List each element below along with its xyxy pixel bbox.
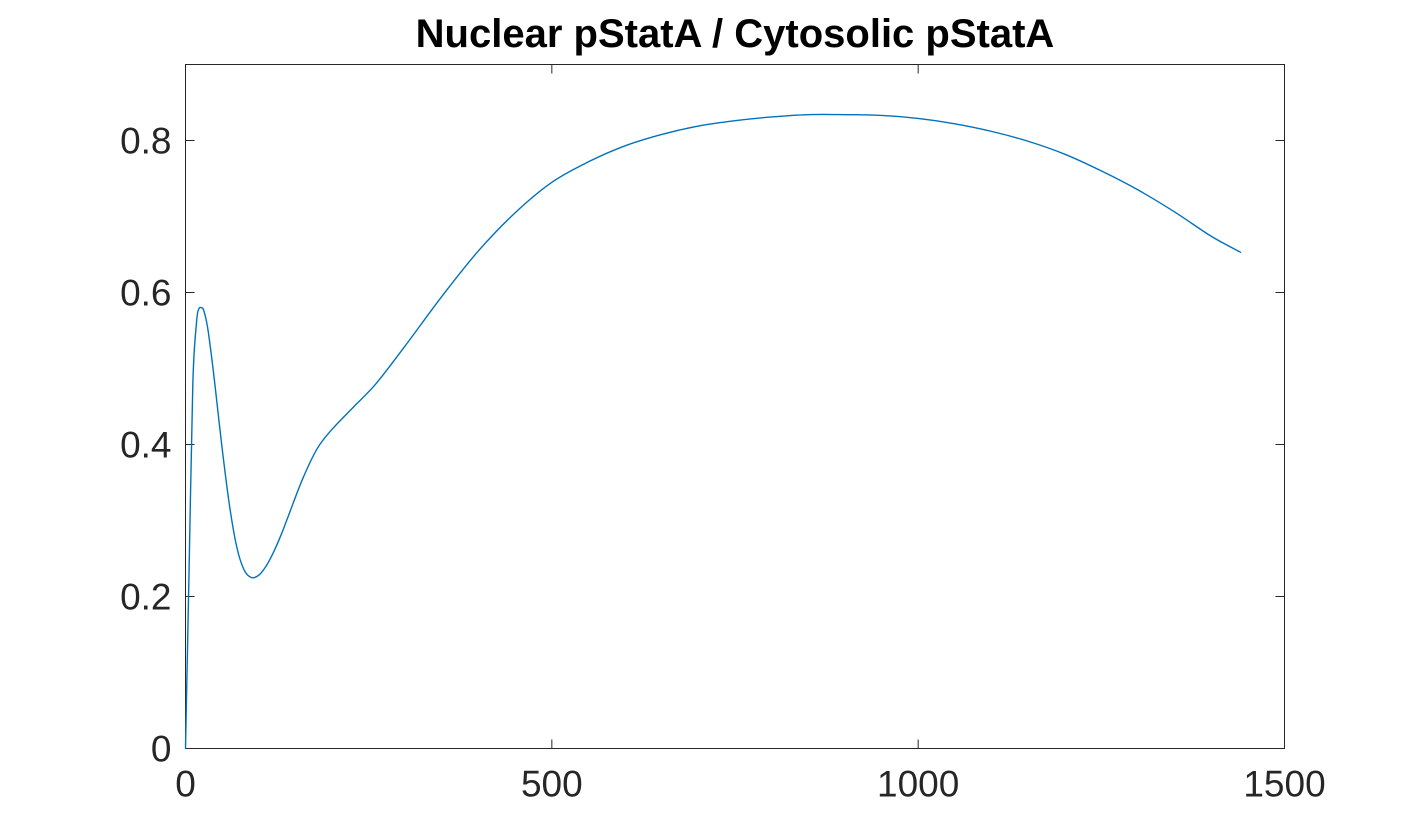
y-tick-label: 0.4 xyxy=(120,425,171,466)
y-tick-label: 0 xyxy=(151,729,172,770)
x-tick-label: 0 xyxy=(175,764,196,805)
y-tick-label: 0.8 xyxy=(120,121,171,162)
x-tick-label: 500 xyxy=(521,764,583,805)
y-axis: 0 0.2 0.4 0.6 0.8 xyxy=(120,121,1285,770)
x-tick-label: 1000 xyxy=(877,764,959,805)
x-tick-label: 1500 xyxy=(1243,764,1325,805)
series-line xyxy=(184,113,1242,750)
x-axis: 0 500 1000 1500 xyxy=(175,64,1326,805)
chart-title: Nuclear pStatA / Cytosolic pStatA xyxy=(416,12,1055,56)
series-group xyxy=(184,113,1242,750)
y-tick-label: 0.2 xyxy=(120,577,171,618)
axes-box xyxy=(185,64,1285,749)
y-tick-label: 0.6 xyxy=(120,273,171,314)
plot-area xyxy=(185,64,1285,749)
